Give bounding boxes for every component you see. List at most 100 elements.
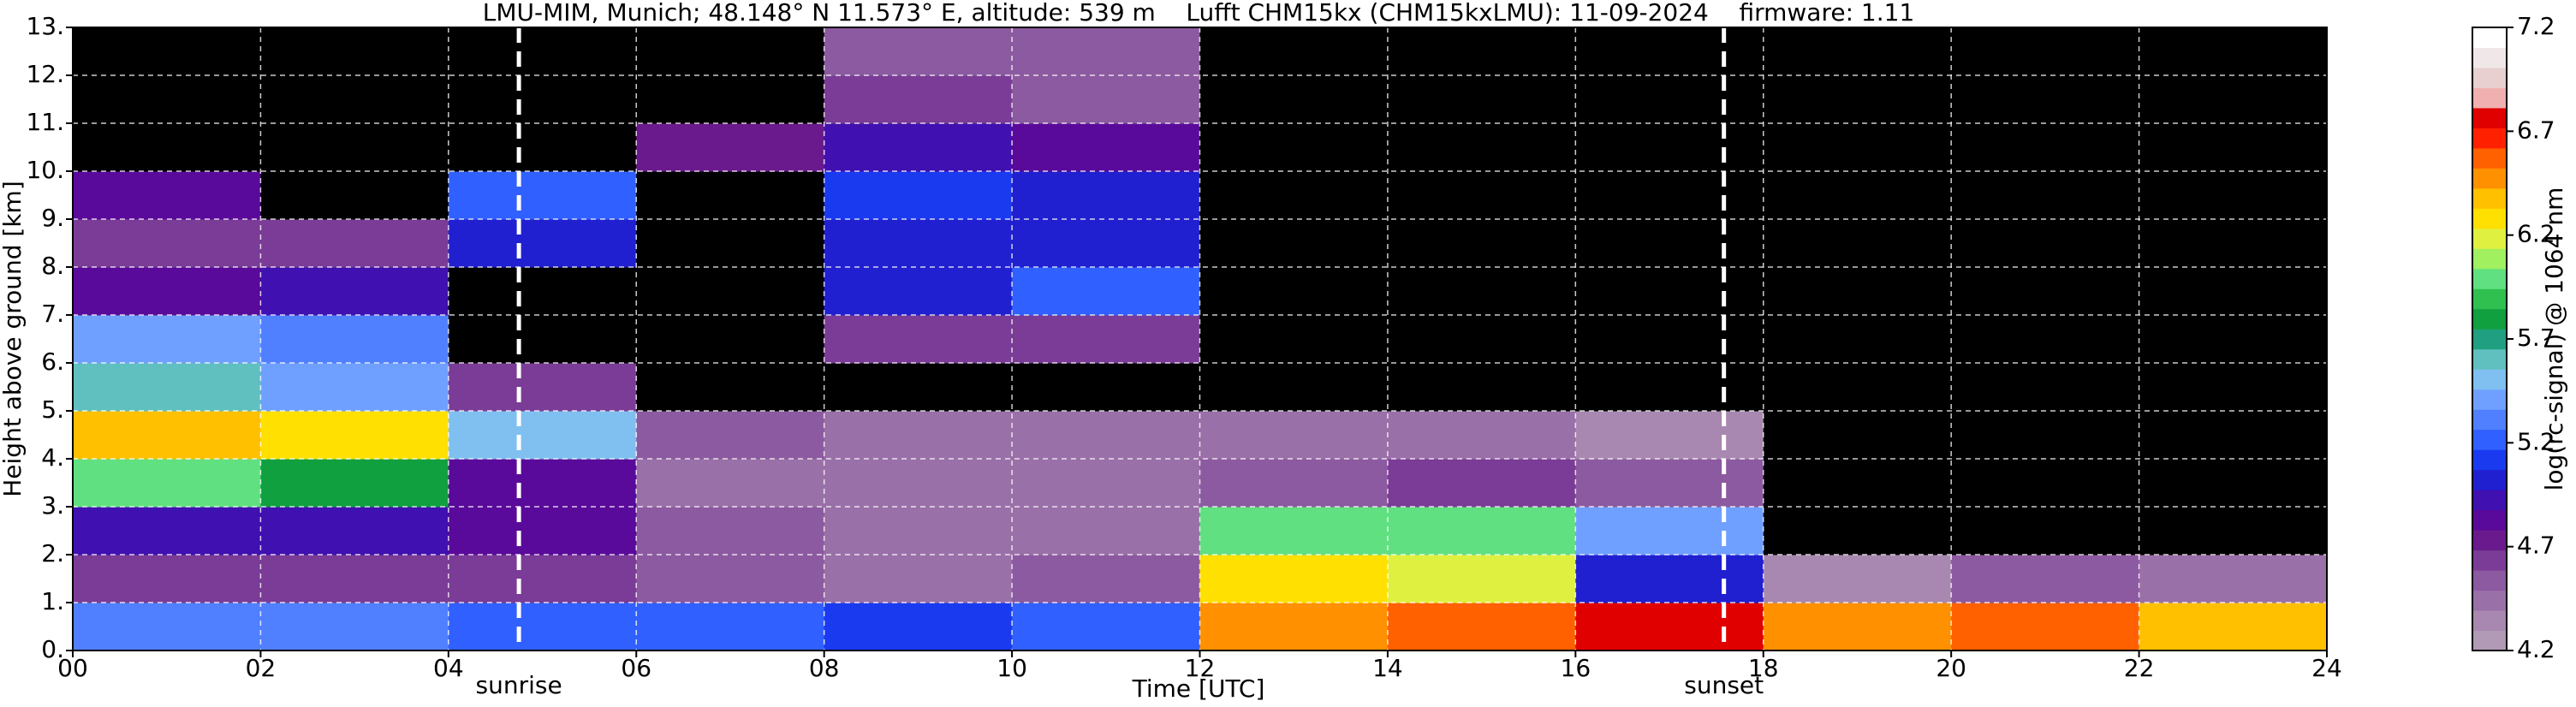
colorbar-label: log(rc-signal) @ 1064 nm	[2540, 187, 2568, 491]
heatmap-cell	[1763, 267, 1952, 316]
heatmap-cell	[1387, 555, 1576, 603]
annotation-label: sunrise	[476, 671, 562, 699]
heatmap-cell	[2139, 171, 2328, 220]
heatmap-cell	[73, 555, 261, 603]
heatmap-cell	[1199, 411, 1389, 460]
heatmap-cell	[260, 363, 449, 412]
colorbar-segment	[2472, 208, 2507, 229]
colorbar-segment	[2472, 348, 2507, 370]
heatmap-cell	[1387, 27, 1576, 76]
heatmap-cell	[1199, 555, 1389, 603]
heatmap-cell	[1763, 123, 1952, 172]
heatmap-cell	[636, 75, 825, 124]
heatmap-cell	[1763, 555, 1952, 603]
heatmap-cell	[1951, 219, 2140, 268]
colorbar-tick-label: 7.2	[2517, 12, 2555, 40]
x-tick-label: 20	[1936, 654, 1966, 682]
colorbar-tick-label: 4.7	[2517, 532, 2555, 560]
colorbar-segment	[2472, 469, 2507, 490]
x-tick-label: 24	[2311, 654, 2342, 682]
heatmap-cell	[636, 315, 825, 364]
y-axis-label: Height above ground [km]	[0, 181, 27, 497]
x-tick-label: 12	[1185, 654, 1216, 682]
heatmap-cell	[260, 171, 449, 220]
heatmap-cell	[636, 267, 825, 316]
colorbar-segment	[2472, 288, 2507, 310]
heatmap-cell	[824, 603, 1013, 651]
colorbar-segment	[2472, 187, 2507, 209]
y-tick-label: 4.	[41, 443, 64, 472]
colorbar-segment	[2472, 590, 2507, 611]
x-tick-label: 18	[1748, 654, 1779, 682]
heatmap-cell	[1575, 315, 1764, 364]
heatmap-cell	[2139, 459, 2328, 508]
colorbar-segment	[2472, 228, 2507, 249]
heatmap-cell	[2139, 123, 2328, 172]
heatmap-cell	[260, 411, 449, 460]
heatmap-cell	[260, 75, 449, 124]
colorbar-tick-label: 4.2	[2517, 635, 2555, 663]
heatmap-cell	[1387, 507, 1576, 556]
heatmap-cell	[1199, 27, 1389, 76]
heatmap-cell	[824, 267, 1013, 316]
colorbar-segment	[2472, 530, 2507, 551]
y-tick-label: 11.	[26, 108, 64, 136]
colorbar-segment	[2472, 27, 2507, 48]
heatmap-cell	[448, 459, 637, 508]
heatmap-cell	[260, 459, 449, 508]
heatmap-cell	[73, 267, 261, 316]
heatmap-cell	[448, 267, 637, 316]
colorbar-segment	[2472, 308, 2507, 330]
x-tick-label: 04	[433, 654, 464, 682]
heatmap-cell	[1199, 507, 1389, 556]
heatmap-cell	[1575, 411, 1764, 460]
colorbar-segment	[2472, 490, 2507, 511]
y-tick-label: 0.	[41, 635, 64, 663]
heatmap-cell	[1575, 555, 1764, 603]
heatmap-cell	[636, 363, 825, 412]
colorbar-segment	[2472, 87, 2507, 109]
heatmap-cell	[448, 411, 637, 460]
y-tick-label: 2.	[41, 539, 64, 567]
heatmap-cell	[1387, 123, 1576, 172]
heatmap-cell	[1012, 171, 1200, 220]
colorbar-tick-label: 6.7	[2517, 116, 2555, 144]
heatmap-cell	[1387, 603, 1576, 651]
heatmap-cell	[448, 27, 637, 76]
y-tick-label: 5.	[41, 395, 64, 424]
heatmap-cell	[824, 75, 1013, 124]
heatmap-cell	[73, 219, 261, 268]
heatmap-cell	[1763, 603, 1952, 651]
heatmap-cell	[824, 27, 1013, 76]
colorbar-segment	[2472, 550, 2507, 571]
heatmap-cell	[1199, 459, 1389, 508]
heatmap-cell	[73, 459, 261, 508]
heatmap-cell	[1763, 411, 1952, 460]
heatmap-cell	[1012, 603, 1200, 651]
heatmap-cell	[1012, 267, 1200, 316]
heatmap-cell	[824, 411, 1013, 460]
heatmap-cell	[1012, 555, 1200, 603]
heatmap-cell	[448, 363, 637, 412]
heatmap-cell	[636, 459, 825, 508]
heatmap-cell	[260, 555, 449, 603]
heatmap-cell	[2139, 27, 2328, 76]
heatmap-cell	[1387, 75, 1576, 124]
heatmap-cell	[73, 411, 261, 460]
heatmap-cell	[1951, 603, 2140, 651]
y-tick-label: 13.	[26, 12, 64, 40]
heatmap-cell	[73, 171, 261, 220]
x-tick-label: 16	[1561, 654, 1591, 682]
heatmap-cell	[1763, 27, 1952, 76]
heatmap-cell	[1575, 171, 1764, 220]
x-tick-label: 06	[621, 654, 651, 682]
heatmap-cell	[1951, 507, 2140, 556]
heatmap-cell	[636, 507, 825, 556]
heatmap-cell	[1012, 363, 1200, 412]
heatmap-cell	[260, 27, 449, 76]
colorbar-segment	[2472, 630, 2507, 651]
heatmap-cell	[1387, 219, 1576, 268]
heatmap-cell	[636, 27, 825, 76]
x-tick-label: 10	[996, 654, 1027, 682]
